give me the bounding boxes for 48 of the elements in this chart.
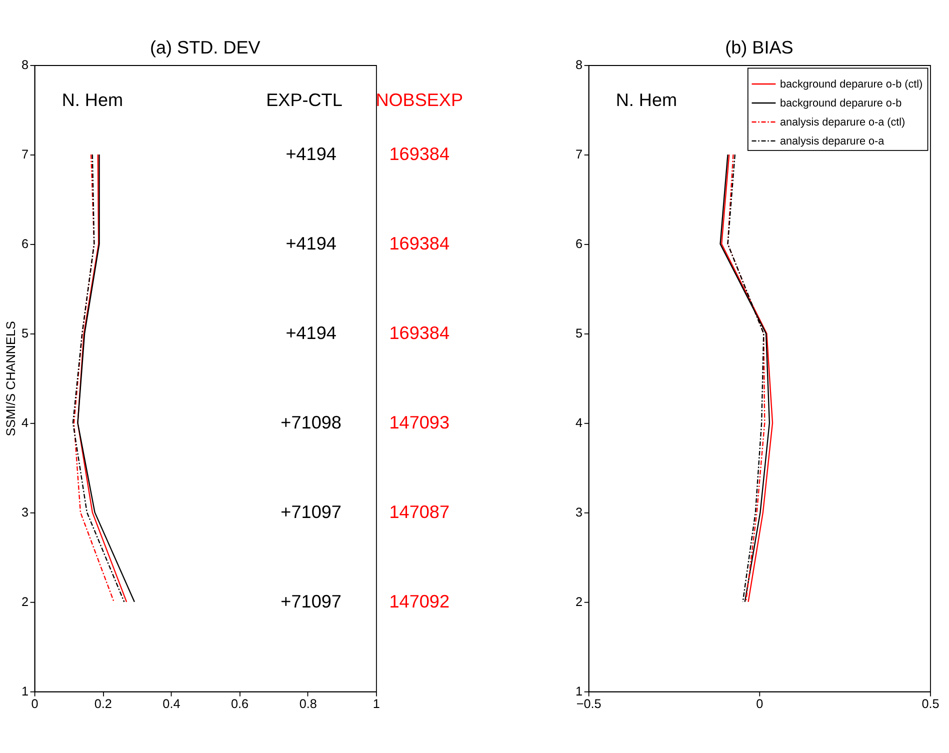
y-tick-label: 2 (21, 594, 28, 609)
x-tick-label: 0.2 (94, 697, 112, 712)
y-tick-label: 7 (575, 148, 583, 162)
y-tick-label: 2 (575, 594, 583, 609)
y-tick-label: 1 (21, 684, 28, 698)
text: 147092 (389, 591, 450, 612)
legend-label: background deparure o-b (780, 98, 902, 110)
chart-title: (a) STD. DEV (150, 37, 260, 58)
y-tick-label: 3 (21, 505, 28, 520)
annotation: N. Hem (616, 90, 678, 110)
x-tick-label: 0.5 (922, 697, 940, 712)
legend-label: analysis deparure o-a (780, 136, 886, 148)
text: 169384 (389, 322, 450, 343)
annotation: EXP-CTL (266, 90, 342, 110)
y-tick-label: 1 (575, 684, 583, 698)
annotation: +4194 (286, 144, 336, 164)
annotation: +4194 (286, 233, 336, 254)
y-tick-label: 8 (21, 58, 28, 72)
x-tick-label: 1 (372, 697, 380, 712)
annotation: NOBSEXP (376, 90, 464, 110)
x-tick-label: 0 (756, 697, 764, 712)
text: 169384 (389, 144, 450, 164)
x-tick-label: 0.6 (230, 697, 249, 712)
annotation: +71097 (280, 502, 342, 522)
text: 147087 (389, 502, 450, 522)
x-tick-label: −0.5 (576, 697, 602, 712)
y-tick-label: 6 (21, 237, 28, 252)
y-tick-label: 8 (575, 58, 583, 72)
y-axis-title: SSMI/S CHANNELS (4, 321, 18, 436)
y-tick-label: 6 (575, 237, 583, 252)
annotation: +71097 (280, 591, 342, 612)
chart-title: (b) BIAS (725, 37, 794, 58)
text: 169384 (389, 233, 450, 254)
y-tick-label: 5 (575, 326, 583, 341)
y-tick-label: 4 (21, 416, 28, 430)
y-tick-label: 3 (575, 505, 583, 520)
y-tick-label: 7 (21, 148, 28, 162)
legend-label: analysis deparure o-a (ctl) (780, 116, 906, 129)
y-tick-label: 4 (575, 416, 583, 430)
annotation: +4194 (286, 322, 336, 343)
annotation: N. Hem (62, 90, 124, 110)
x-tick-label: 0 (31, 697, 38, 712)
y-tick-label: 5 (21, 326, 28, 341)
annotation: +71098 (280, 412, 342, 432)
x-tick-label: 0.4 (162, 697, 180, 712)
text: 147093 (389, 412, 450, 432)
legend-label: background deparure o-b (ctl) (780, 78, 923, 91)
x-tick-label: 0.8 (299, 697, 317, 712)
